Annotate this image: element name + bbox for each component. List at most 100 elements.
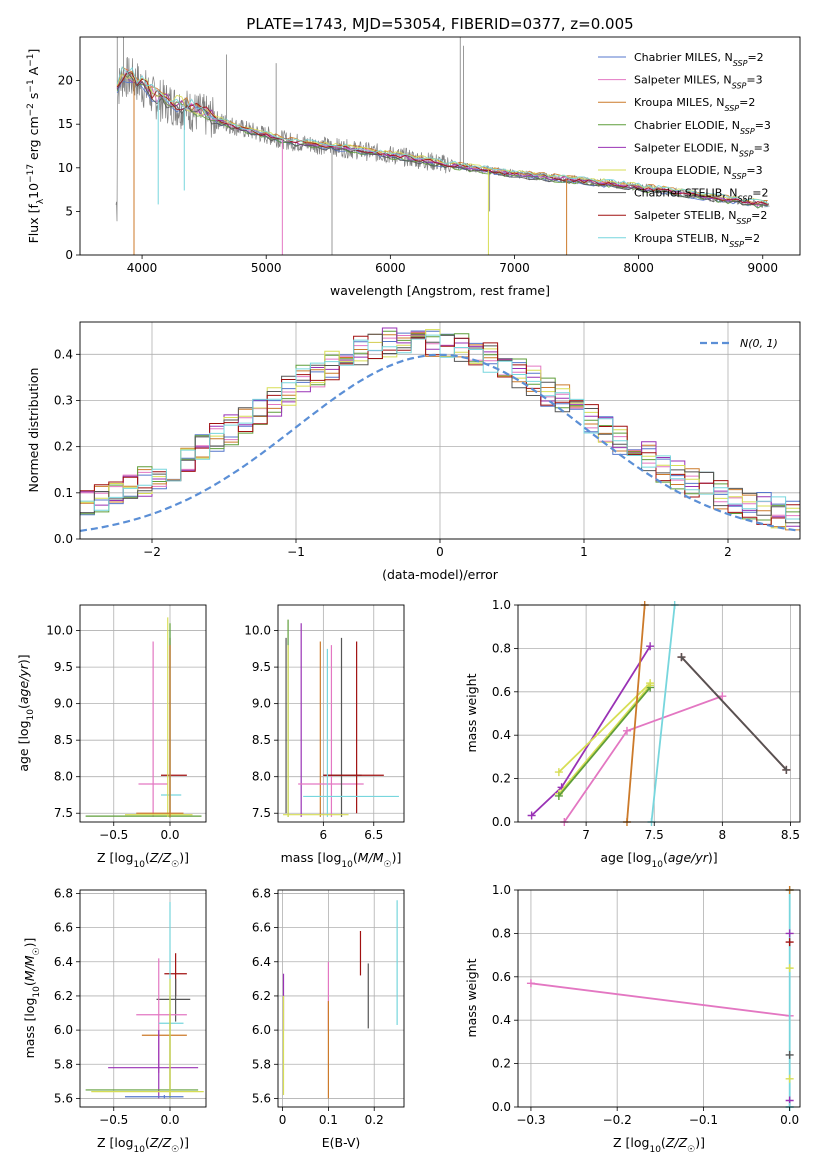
legend-subscript: SSP	[732, 81, 747, 90]
legend-entry: Salpeter MILES, NSSP=3	[634, 74, 763, 91]
axes-frame	[517, 604, 801, 823]
label-run: ☉	[384, 860, 392, 870]
legend-label: Chabrier MILES, N	[634, 51, 733, 64]
x-axis-label: Z [log10(Z/Z☉)]	[97, 850, 189, 870]
label-run: )]	[179, 1135, 189, 1150]
x-tick-label: −0.2	[603, 1113, 632, 1127]
x-tick-label: 0	[279, 1113, 287, 1127]
x-tick-label: −0.5	[99, 828, 128, 842]
legend-label: N(0, 1)	[740, 337, 778, 350]
legend-entry: Kroupa MILES, NSSP=2	[634, 96, 755, 113]
label-run: (	[145, 850, 150, 865]
model-spectrum-c6	[116, 70, 768, 206]
plus-marker	[554, 791, 563, 800]
axes-frame	[517, 889, 801, 1108]
y-tick-label: 6.6	[54, 921, 73, 935]
y-tick-label: 0.2	[492, 1057, 511, 1071]
label-run: −1	[26, 79, 36, 92]
panel-mass_vs_ebv: 0 0.1 0.2 5.6 5.8 6.0 6.2 6.4 6.6 6.8 E(B-V)	[252, 886, 405, 1150]
y-tick-label: 5.6	[252, 1091, 271, 1105]
y-tick-label: 0.8	[492, 641, 511, 655]
panel-residual_histogram: −2 −1 0 1 2 0.0 0.1 0.2 0.3 0.4 (data-model)/error…	[26, 321, 801, 582]
label-run: )]	[22, 938, 37, 948]
x-tick-label: 8	[719, 828, 727, 842]
label-run: ]	[26, 49, 41, 54]
label-run: λ	[36, 198, 46, 204]
x-tick-label: 8000	[623, 261, 654, 275]
plus-marker	[677, 653, 686, 662]
y-tick-label: 0	[65, 248, 73, 262]
plus-marker	[554, 768, 563, 777]
plus-marker	[782, 765, 791, 774]
label-run: s	[26, 93, 41, 104]
y-tick-label: 5	[65, 204, 73, 218]
weight-line-c2	[626, 604, 646, 823]
y-axis-label: Flux [fλ10−17 erg cm−2 s−1 A−1]	[26, 49, 46, 244]
y-tick-label: 0.8	[492, 926, 511, 940]
x-tick-label: 7.5	[645, 828, 664, 842]
x-axis-label: Z [log10(Z/Z☉)]	[97, 1135, 189, 1155]
panel-mass_weight_vs_Z: −0.3 −0.2 −0.1 0.0 0.0 0.2 0.4 0.6 0.8 1.0 Z [log1…	[464, 883, 801, 1155]
y-tick-label: 0.0	[492, 815, 511, 829]
legend-entry: Chabrier ELODIE, NSSP=3	[634, 119, 771, 136]
label-run: M/M	[358, 850, 384, 865]
x-tick-label: 9000	[747, 261, 778, 275]
y-tick-label: 8.0	[54, 770, 73, 784]
y-axis-label: Normed distribution	[26, 368, 41, 493]
label-run: (	[663, 850, 668, 865]
x-tick-label: 7000	[499, 261, 530, 275]
label-run: ☉	[32, 947, 42, 955]
y-tick-label: 0.2	[54, 440, 73, 454]
plus-marker	[646, 642, 655, 651]
axes-frame	[79, 321, 801, 540]
label-run: Z/Z	[149, 850, 172, 865]
normal-distribution-curve	[79, 353, 801, 532]
x-tick-label: 2	[724, 545, 732, 559]
label-run: 10	[32, 986, 42, 998]
histogram-steps-c8	[80, 334, 800, 520]
plot-area	[282, 900, 398, 1099]
y-tick-label: 8.5	[54, 733, 73, 747]
x-tick-label: 7	[582, 828, 590, 842]
legend-label: Kroupa MILES, N	[634, 96, 724, 109]
label-run: age/yr	[668, 850, 709, 865]
axes-frame	[277, 889, 405, 1108]
figure-panels: 4000 5000 6000 7000 8000 900005101520waveleng…	[16, 36, 801, 1155]
x-tick-label: −0.3	[516, 1113, 545, 1127]
weight-line-c3	[558, 686, 651, 797]
legend-count: =3	[746, 164, 762, 177]
legend-entry: Chabrier MILES, NSSP=2	[634, 51, 764, 68]
label-run: Flux [f	[26, 204, 41, 244]
plus-marker	[785, 1050, 794, 1059]
legend-count: =2	[739, 96, 755, 109]
legend-label: Chabrier STELIB, N	[634, 187, 738, 200]
y-tick-label: 5.6	[54, 1091, 73, 1105]
weight-line-c5	[558, 682, 651, 773]
figure-title: PLATE=1743, MJD=53054, FIBERID=0377, z=0…	[246, 15, 633, 33]
plus-marker	[785, 938, 794, 947]
legend-entry: Salpeter ELODIE, NSSP=3	[634, 141, 770, 158]
legend-subscript: SSP	[729, 239, 744, 248]
legend-subscript: SSP	[724, 104, 739, 113]
y-tick-label: 6.8	[54, 886, 73, 900]
x-tick-label: 0.1	[319, 1113, 338, 1127]
y-tick-label: 10	[58, 161, 73, 175]
legend-subscript: SSP	[738, 194, 753, 203]
plus-marker	[646, 679, 655, 688]
label-run: ☉	[171, 1145, 179, 1155]
label-run: 10	[26, 183, 41, 199]
legend-count: =3	[746, 74, 762, 87]
label-run: 10	[341, 860, 353, 870]
plot-area	[85, 901, 204, 1099]
label-run: )]	[16, 654, 31, 664]
plot-area	[85, 617, 202, 818]
label-run: Z/Z	[665, 1135, 688, 1150]
label-run: M/M	[22, 955, 37, 981]
x-tick-label: 0.2	[365, 1113, 384, 1127]
y-tick-label: 0.0	[492, 1100, 511, 1114]
y-tick-label: 20	[58, 74, 73, 88]
label-run: Z [log	[97, 1135, 133, 1150]
y-tick-label: 6.4	[252, 955, 271, 969]
legend-entry: Salpeter STELIB, NSSP=2	[634, 209, 767, 226]
